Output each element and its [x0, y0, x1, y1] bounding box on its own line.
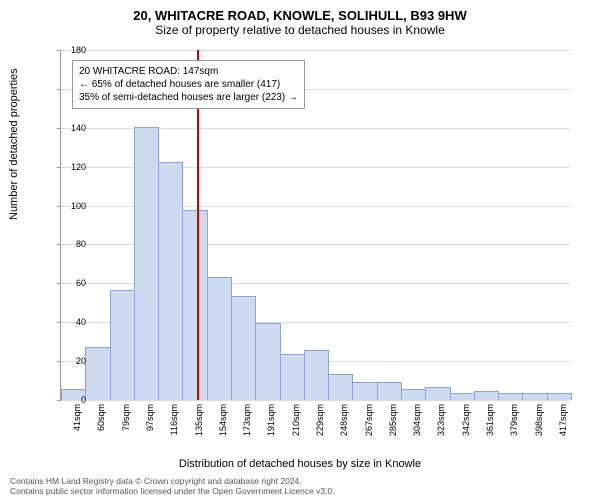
x-tick-label: 323sqm [436, 404, 446, 444]
title-line1: 20, WHITACRE ROAD, KNOWLE, SOLIHULL, B93… [0, 8, 600, 23]
x-tick-label: 304sqm [412, 404, 422, 444]
x-tick-label: 285sqm [388, 404, 398, 444]
x-tick-label: 41sqm [72, 404, 82, 444]
y-tick-label: 180 [56, 45, 86, 55]
title-line2: Size of property relative to detached ho… [0, 23, 600, 37]
y-tick-label: 40 [56, 317, 86, 327]
x-tick-label: 135sqm [194, 404, 204, 444]
histogram-bar [158, 162, 183, 400]
annotation-line2: ← 65% of detached houses are smaller (41… [79, 78, 298, 91]
x-tick-label: 398sqm [534, 404, 544, 444]
histogram-bar [110, 290, 135, 400]
annotation-line1: 20 WHITACRE ROAD: 147sqm [79, 65, 298, 78]
x-tick-label: 97sqm [145, 404, 155, 444]
x-tick-label: 191sqm [266, 404, 276, 444]
x-axis-label: Distribution of detached houses by size … [0, 458, 600, 470]
x-tick-label: 154sqm [218, 404, 228, 444]
histogram-bar [474, 391, 499, 400]
x-tick-label: 116sqm [169, 404, 179, 444]
histogram-bar [425, 387, 450, 400]
y-tick-label: 120 [56, 162, 86, 172]
x-tick-label: 267sqm [364, 404, 374, 444]
x-tick-label: 173sqm [242, 404, 252, 444]
title-block: 20, WHITACRE ROAD, KNOWLE, SOLIHULL, B93… [0, 0, 600, 37]
histogram-bar [498, 393, 523, 400]
x-tick-label: 361sqm [485, 404, 495, 444]
histogram-bar [547, 393, 572, 400]
histogram-bar [328, 374, 353, 400]
annotation-box: 20 WHITACRE ROAD: 147sqm← 65% of detache… [72, 60, 305, 109]
y-tick-label: 60 [56, 278, 86, 288]
histogram-bar [231, 296, 256, 400]
x-tick-label: 379sqm [509, 404, 519, 444]
histogram-bar [207, 277, 232, 401]
x-tick-label: 229sqm [315, 404, 325, 444]
y-tick-label: 140 [56, 123, 86, 133]
gridline [61, 50, 571, 51]
y-tick-label: 80 [56, 239, 86, 249]
footer-line2: Contains public sector information licen… [10, 486, 335, 496]
histogram-bar [352, 382, 377, 401]
histogram-bar [85, 347, 110, 401]
histogram-bar [134, 127, 159, 400]
footer-attribution: Contains HM Land Registry data © Crown c… [10, 476, 335, 496]
annotation-line3: 35% of semi-detached houses are larger (… [79, 91, 298, 104]
histogram-bar [255, 323, 280, 400]
footer-line1: Contains HM Land Registry data © Crown c… [10, 476, 335, 486]
x-tick-label: 342sqm [461, 404, 471, 444]
histogram-bar [450, 393, 475, 400]
histogram-bar [377, 382, 402, 401]
x-tick-label: 248sqm [339, 404, 349, 444]
x-tick-label: 60sqm [96, 404, 106, 444]
x-tick-label: 210sqm [291, 404, 301, 444]
y-tick-label: 20 [56, 356, 86, 366]
histogram-bar [522, 393, 547, 400]
histogram-bar [280, 354, 305, 400]
y-tick-label: 100 [56, 201, 86, 211]
histogram-bar [304, 350, 329, 400]
histogram-bar [182, 210, 207, 400]
gridline [61, 400, 571, 401]
x-tick-label: 417sqm [558, 404, 568, 444]
x-tick-label: 79sqm [121, 404, 131, 444]
histogram-bar [401, 389, 426, 400]
y-axis-label: Number of detached properties [8, 68, 20, 220]
